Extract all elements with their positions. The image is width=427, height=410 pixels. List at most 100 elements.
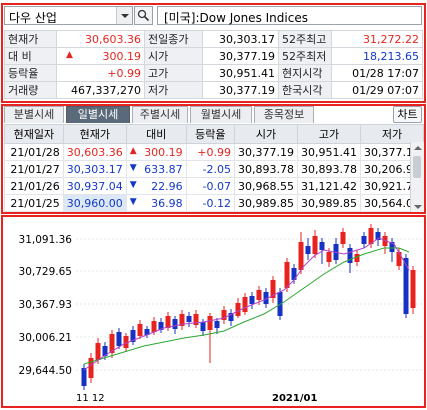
table-row[interactable]: 21/01/26 30,937.04 ▼ 22.96 -0.07 30,968.5… [4,177,424,195]
table-row[interactable]: 21/01/25 30,960.00 ▼ 36.98 -0.12 30,989.8… [4,194,424,212]
up-triangle-icon: ▲ [129,145,137,156]
candle-body [263,292,269,304]
row-rate: -0.12 [185,194,236,212]
tab-minute[interactable]: 분별시세 [4,106,64,123]
daily-header-row: 현재일자 현재가 대비 등락율 시가 고가 저가 [4,124,424,144]
candle-body [102,346,108,356]
candle-body [410,270,416,308]
candle-body [270,280,276,298]
candle-body [116,332,122,346]
candle-body [207,316,213,330]
candle-body [228,313,234,321]
candle-body [403,258,409,314]
candle-body [88,358,94,378]
candle-body [319,242,325,250]
row-change: 300.19 [144,145,183,159]
y-tick-label: 31,091.36 [19,234,73,246]
up-triangle-icon: ▲ [66,49,73,60]
candle-body [221,310,227,320]
candle-body [354,254,360,262]
down-triangle-icon: ▼ [129,196,137,207]
current-value: 30,603.36 [56,30,145,48]
candle-body [305,246,311,254]
row-date: 21/01/25 [4,194,64,212]
chart-button[interactable]: 차트 [393,106,422,123]
wk52-low-value: 18,213.65 [331,47,423,65]
price-chart[interactable]: 31,091.36 30,729.65 30,367.93 30,006.21 29,6… [4,218,424,406]
search-icon [137,9,150,22]
index-field: [미국]:Dow Jones Indices [157,6,422,25]
volume-value: 467,337,270 [56,81,145,99]
row-low: 30,564.06 [359,194,424,212]
current-label: 현재가 [4,30,57,48]
candle-body [137,324,143,336]
candle-body [347,248,353,263]
down-triangle-icon: ▼ [129,162,137,173]
candle-body [326,252,332,262]
tab-daily[interactable]: 일별시세 [66,106,130,123]
local-time-label: 현지시각 [278,64,332,82]
tab-monthly[interactable]: 월별시세 [190,106,252,123]
candle-body [312,236,318,254]
open-value: 30,377.19 [202,47,279,65]
candle-body [200,322,206,331]
candle-body [158,322,164,330]
change-label: 대 비 [4,47,57,65]
row-low: 30,377.19 [359,143,424,161]
quote-table: 현재가 30,603.36 전일종가 30,303.17 52주최고 31,27… [4,30,423,99]
y-tick-label: 30,367.93 [19,299,72,311]
tab-stock-info[interactable]: 종목정보 [254,106,314,123]
candle-body [291,268,297,280]
col-price: 현재가 [62,124,127,144]
candle-body [235,303,241,316]
local-time-value: 01/28 17:07 [331,64,423,82]
wk52-high-label: 52주최고 [278,30,332,48]
change-value: 300.19 [102,49,142,63]
row-low: 30,206.91 [359,160,424,178]
candle-body [375,232,381,240]
highlight-box-chart [1,215,426,408]
ma5-line [83,237,410,371]
candle-body [382,236,388,246]
daily-table: 현재일자 현재가 대비 등락율 시가 고가 저가 21/01/28 30,603… [4,124,424,213]
dropdown-arrow-icon[interactable] [116,7,132,24]
candle-body [361,236,367,244]
tab-weekly[interactable]: 주별시세 [132,106,188,123]
korea-time-value: 01/29 07:07 [331,81,423,99]
y-tick-label: 29,644.50 [19,365,72,377]
highlight-box-table [1,104,426,214]
y-tick-label: 30,729.65 [19,266,72,278]
candle-body [214,321,220,328]
candle-body [151,321,157,332]
stock-combo[interactable]: 다우 산업 [4,6,133,25]
table-scrollbar[interactable] [410,142,424,213]
candle-body [81,368,87,386]
candle-body [130,330,136,342]
candle-body [193,314,199,325]
wk52-high-value: 31,272.22 [331,30,423,48]
open-label: 시가 [144,47,203,65]
low-value: 30,377.19 [202,81,279,99]
row-open: 30,989.85 [234,194,298,212]
col-high: 고가 [296,124,361,144]
table-row[interactable]: 21/01/28 30,603.36 ▲ 300.19 +0.99 30,377.… [4,143,424,161]
candle-body [396,252,402,266]
candlestick-chart: 31,091.36 30,729.65 30,367.93 30,006.21 29,6… [4,218,424,406]
low-label: 저가 [144,81,203,99]
col-rate: 등락율 [185,124,236,144]
row-price: 30,303.17 [62,160,127,178]
table-row[interactable]: 21/01/27 30,303.17 ▼ 633.87 -2.05 30,893.… [4,160,424,178]
search-button[interactable] [134,6,153,25]
scroll-down-icon[interactable] [414,205,422,209]
row-open: 30,968.55 [234,177,298,195]
row-price: 30,960.00 [62,194,127,212]
scroll-up-icon[interactable] [414,146,422,150]
ma20-line [83,247,410,365]
candle-body [298,242,304,270]
x-label-jan: 2021/01 [272,393,317,404]
volume-label: 거래량 [4,81,57,99]
row-high: 30,989.85 [296,194,361,212]
col-low: 저가 [359,124,424,144]
high-value: 30,951.41 [202,64,279,82]
scroll-thumb[interactable] [413,156,421,178]
